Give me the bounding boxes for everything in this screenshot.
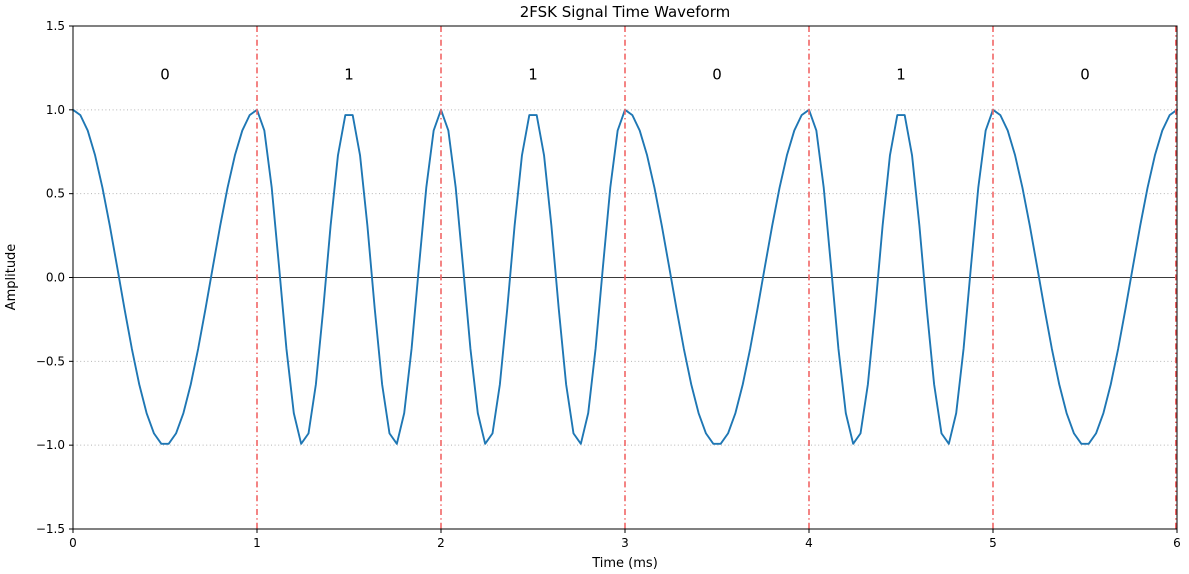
axis-tick-labels: 0 1 2 3 4 5 6 −1.5 −1.0 −0.5 0.0 0.5 1.0 1.5 <box>36 19 1181 550</box>
y-tick-label: 0.5 <box>46 187 65 201</box>
y-tick-label: −1.0 <box>36 438 65 452</box>
y-axis-label: Amplitude <box>4 244 19 311</box>
plot-border <box>72 25 1178 530</box>
x-tick-label: 0 <box>69 536 77 550</box>
bit-label: 0 <box>712 66 722 84</box>
bit-value-labels: 0 1 1 0 1 0 <box>160 66 1090 84</box>
chart-title: 2FSK Signal Time Waveform <box>520 3 731 21</box>
y-tick-label: 1.5 <box>46 19 65 33</box>
x-tick-label: 5 <box>989 536 997 550</box>
x-tick-label: 1 <box>253 536 261 550</box>
bit-boundary-lines <box>256 26 1177 529</box>
x-tick-label: 4 <box>805 536 813 550</box>
bit-label: 1 <box>528 66 538 84</box>
bit-label: 0 <box>160 66 170 84</box>
bit-label: 0 <box>1080 66 1090 84</box>
y-tick-label: 0.0 <box>46 271 65 285</box>
x-axis-label: Time (ms) <box>591 556 658 571</box>
bit-label: 1 <box>896 66 906 84</box>
x-tick-label: 3 <box>621 536 629 550</box>
x-tick-label: 2 <box>437 536 445 550</box>
y-tick-label: −1.5 <box>36 522 65 536</box>
x-tick-label: 6 <box>1173 536 1181 550</box>
y-tick-label: 1.0 <box>46 103 65 117</box>
bit-label: 1 <box>344 66 354 84</box>
y-tick-label: −0.5 <box>36 354 65 368</box>
axis-ticks <box>69 25 1178 533</box>
